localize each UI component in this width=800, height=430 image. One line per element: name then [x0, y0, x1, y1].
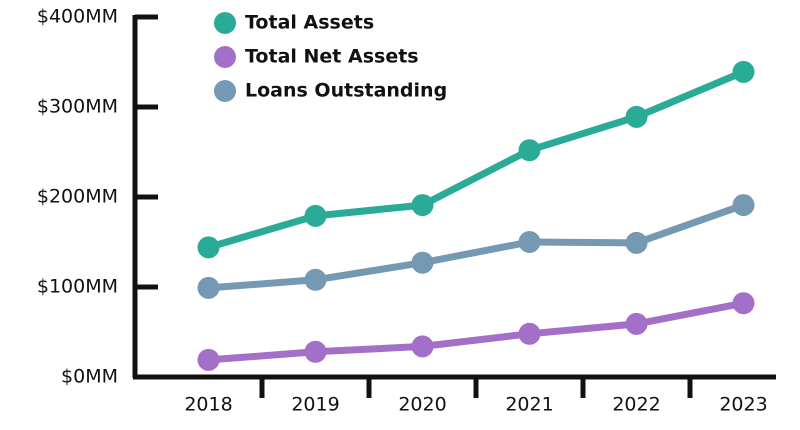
- series-line: [208, 299, 745, 364]
- point: [625, 105, 648, 128]
- y-tick-label: $400MM: [37, 6, 118, 28]
- legend-label: Total Net Assets: [245, 46, 419, 68]
- point: [304, 204, 327, 227]
- x-tick-label: 2020: [398, 394, 446, 416]
- series-line: [208, 201, 745, 292]
- legend-label: Total Assets: [245, 12, 374, 34]
- legend-marker: [214, 46, 236, 68]
- series-line: [207, 68, 745, 251]
- point: [304, 268, 327, 291]
- point: [518, 231, 541, 253]
- point: [304, 340, 327, 363]
- x-tick-label: 2023: [719, 394, 767, 416]
- x-tick-label: 2019: [291, 394, 339, 416]
- point: [411, 335, 434, 358]
- point: [732, 60, 755, 83]
- legend-label: Loans Outstanding: [245, 80, 447, 102]
- y-tick-label: $200MM: [37, 186, 118, 208]
- point: [732, 292, 755, 315]
- y-tick-label: $300MM: [37, 96, 118, 118]
- point: [625, 312, 648, 335]
- point: [518, 322, 541, 345]
- point: [411, 194, 434, 217]
- point: [197, 236, 220, 259]
- x-tick-label: 2022: [612, 394, 660, 416]
- y-tick-label: $100MM: [37, 276, 118, 298]
- point: [411, 251, 434, 274]
- x-tick-label: 2021: [505, 394, 553, 416]
- point: [732, 194, 755, 217]
- legend-marker: [214, 12, 236, 34]
- x-tick-label: 2018: [184, 394, 232, 416]
- point: [197, 276, 220, 299]
- point: [625, 231, 648, 254]
- point: [197, 348, 220, 371]
- y-tick-label: $0MM: [61, 366, 118, 388]
- legend-marker: [214, 80, 236, 102]
- point: [518, 139, 541, 162]
